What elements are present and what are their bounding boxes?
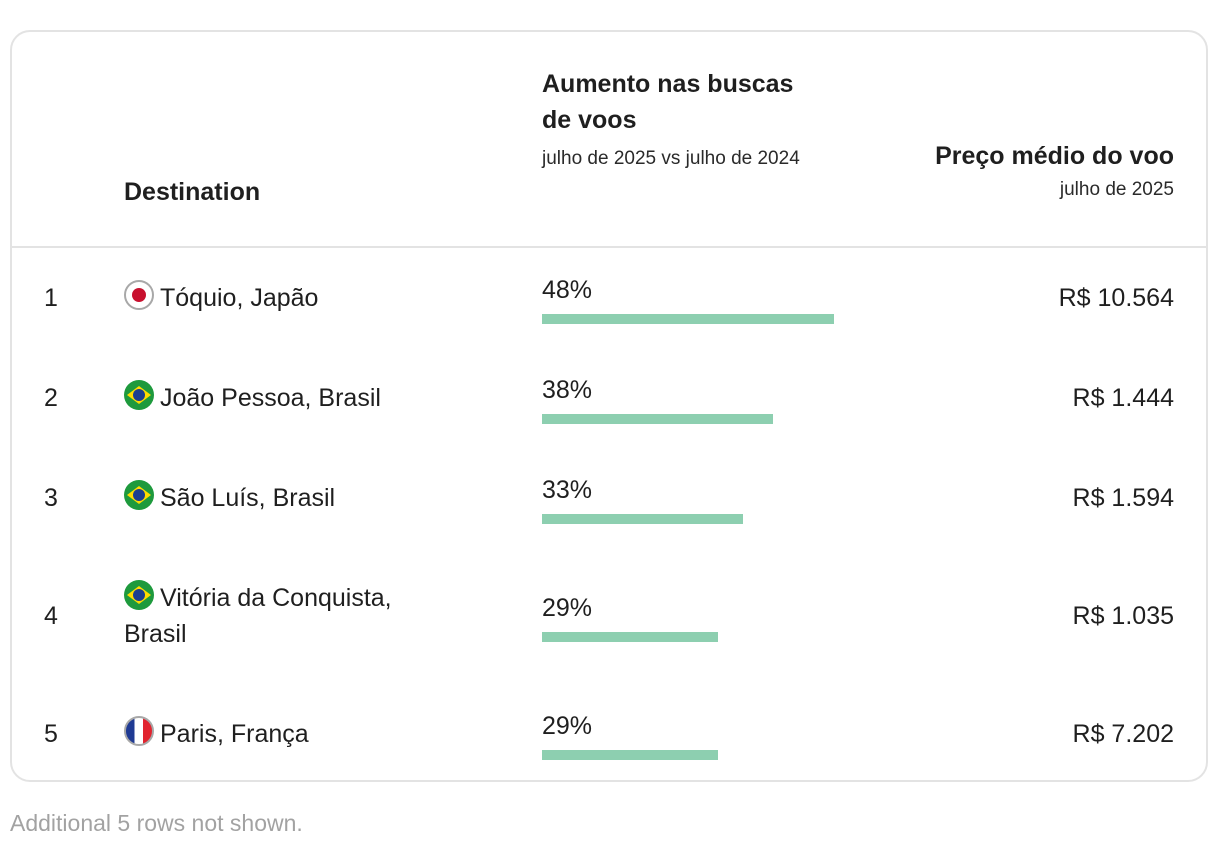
growth-header-subtitle: julho de 2025 vs julho de 2024 bbox=[542, 148, 800, 169]
growth-percent: 33% bbox=[542, 476, 593, 504]
brazil-flag-icon bbox=[124, 580, 154, 610]
row-price: R$ 1.444 bbox=[1072, 384, 1174, 412]
column-header-price: Preço médio do voo julho de 2025 bbox=[935, 138, 1174, 206]
table-row: 3 São Luís, Brasil 33% R$ 1.594 bbox=[12, 472, 1206, 562]
table-row: 4 Vitória da Conquista, Brasil 29% R$ 1.… bbox=[12, 572, 1206, 692]
brazil-flag-icon bbox=[124, 480, 154, 510]
row-destination: São Luís, Brasil bbox=[124, 480, 454, 516]
row-destination: Paris, França bbox=[124, 716, 454, 752]
row-rank: 4 bbox=[44, 602, 58, 630]
growth-bar bbox=[542, 632, 718, 642]
destinations-table: Destination Aumento nas buscas de voos j… bbox=[10, 30, 1208, 782]
france-flag-icon bbox=[124, 716, 154, 746]
row-price: R$ 1.594 bbox=[1072, 484, 1174, 512]
price-header-title: Preço médio do voo bbox=[935, 142, 1174, 170]
row-price: R$ 10.564 bbox=[1058, 284, 1174, 312]
growth-percent: 29% bbox=[542, 712, 593, 740]
row-growth: 38% bbox=[542, 376, 773, 424]
row-growth: 29% bbox=[542, 594, 718, 642]
column-header-destination: Destination bbox=[124, 178, 261, 206]
row-destination: João Pessoa, Brasil bbox=[124, 380, 454, 416]
table-header: Destination Aumento nas buscas de voos j… bbox=[12, 32, 1206, 248]
row-growth: 48% bbox=[542, 276, 834, 324]
table-row: 2 João Pessoa, Brasil 38% R$ 1.444 bbox=[12, 372, 1206, 462]
row-destination: Vitória da Conquista, Brasil bbox=[124, 580, 454, 652]
row-rank: 2 bbox=[44, 384, 58, 412]
destination-name: São Luís, Brasil bbox=[160, 484, 336, 512]
row-rank: 5 bbox=[44, 720, 58, 748]
growth-bar bbox=[542, 514, 743, 524]
row-price: R$ 1.035 bbox=[1072, 602, 1174, 630]
brazil-flag-icon bbox=[124, 380, 154, 410]
growth-header-title: Aumento nas buscas de voos bbox=[542, 70, 794, 134]
japan-flag-icon bbox=[124, 280, 154, 310]
growth-percent: 29% bbox=[542, 594, 593, 622]
row-destination: Tóquio, Japão bbox=[124, 280, 454, 316]
growth-bar bbox=[542, 414, 773, 424]
row-price: R$ 7.202 bbox=[1072, 720, 1174, 748]
row-growth: 29% bbox=[542, 712, 718, 760]
growth-percent: 38% bbox=[542, 376, 593, 404]
column-header-growth: Aumento nas buscas de voos julho de 2025… bbox=[542, 66, 812, 177]
growth-bar bbox=[542, 314, 834, 324]
price-header-subtitle: julho de 2025 bbox=[1059, 179, 1174, 200]
destination-name: Tóquio, Japão bbox=[160, 284, 319, 312]
growth-percent: 48% bbox=[542, 276, 593, 304]
row-rank: 3 bbox=[44, 484, 58, 512]
row-growth: 33% bbox=[542, 476, 743, 524]
destination-name: Paris, França bbox=[160, 720, 309, 748]
destination-name: João Pessoa, Brasil bbox=[160, 384, 381, 412]
destination-name: Vitória da Conquista, Brasil bbox=[124, 584, 392, 648]
table-row: 5 Paris, França 29% R$ 7.202 bbox=[12, 708, 1206, 778]
row-rank: 1 bbox=[44, 284, 58, 312]
growth-bar bbox=[542, 750, 718, 760]
table-row: 1 Tóquio, Japão 48% R$ 10.564 bbox=[12, 272, 1206, 362]
footnote: Additional 5 rows not shown. bbox=[10, 810, 303, 836]
